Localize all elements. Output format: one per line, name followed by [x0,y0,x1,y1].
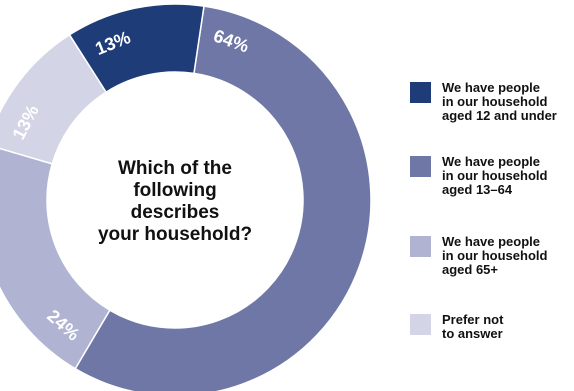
legend-label-line: We have people [442,234,541,249]
chart-title-line: your household? [97,224,253,245]
legend-label-line: We have people [442,80,541,95]
legend-label: We have people in our household aged 65+ [442,235,574,277]
legend-label-line: aged 65+ [442,262,499,277]
donut-slice [0,147,111,370]
chart-title-line: Which of the [118,158,232,179]
legend-swatch [410,236,431,257]
donut-chart: Which of the following describes your ho… [0,3,372,391]
legend-label-line: aged 13–64 [442,182,513,197]
donut-slice [74,5,372,391]
chart-title: Which of the following describes your ho… [94,158,256,246]
legend-swatch [410,156,431,177]
legend-label-line: to answer [442,326,503,341]
legend-swatch [410,82,431,103]
legend-label-line: in our household [442,248,548,263]
donut-slice [68,3,205,94]
legend-label: We have people in our household aged 13–… [442,155,574,197]
donut-svg [0,3,372,391]
legend-swatch [410,314,431,335]
legend-label: We have people in our household aged 12 … [442,81,574,123]
legend-label: Prefer not to answer [442,313,574,341]
legend-label-line: We have people [442,154,541,169]
legend-label-line: in our household [442,94,548,109]
legend-label-line: Prefer not [442,312,504,327]
chart-title-line: following describes [130,180,220,223]
legend-label-line: aged 12 and under [442,108,557,123]
legend-label-line: in our household [442,168,548,183]
